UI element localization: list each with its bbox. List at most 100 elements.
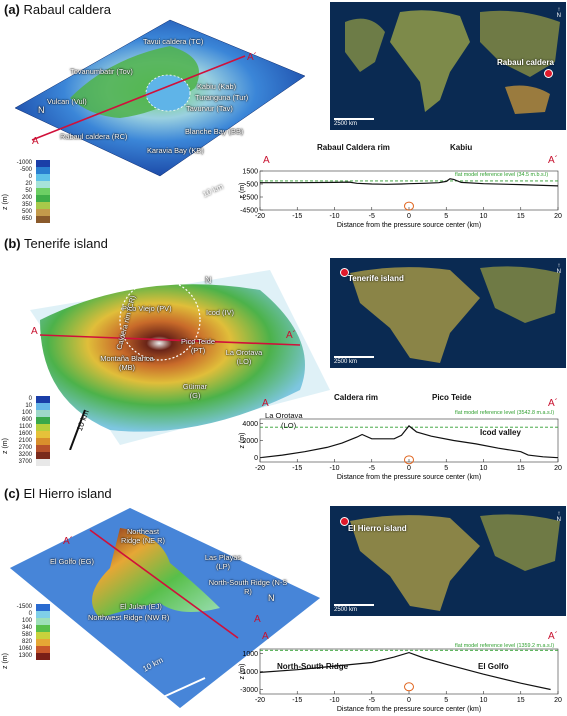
colorbar-swatch xyxy=(36,646,50,653)
profile-A-marker: A xyxy=(262,631,269,642)
terrain-north-label: N xyxy=(205,275,212,285)
terrain-label: Tavurvur (Tav) xyxy=(186,104,233,113)
x-tick-label: 15 xyxy=(517,465,525,472)
colorbar-swatch xyxy=(36,632,50,639)
colorbar-tick-label: 0 xyxy=(28,611,32,617)
panel-c-colorbar: -1500 0 100 340 580 820 1060 1300 xyxy=(17,604,50,660)
colorbar-swatch xyxy=(36,604,50,611)
panel-c-profile-chart: 1000 -1000 -3000 z (m) -20 -15 -10 -5 0 5 10 15 20 Di… xyxy=(239,648,562,713)
panel-a-A-prime-marker: A´ xyxy=(247,52,257,63)
colorbar-swatch xyxy=(36,618,50,625)
y-tick-label: 0 xyxy=(254,455,258,462)
colorbar-swatch xyxy=(36,459,50,466)
profile-reference-label: flat model reference level (1359.2 m.a.s… xyxy=(455,643,555,649)
map-north-arrow: ↑ N xyxy=(556,263,561,275)
x-tick-label: -20 xyxy=(255,697,265,704)
x-tick-label: 20 xyxy=(554,213,562,220)
colorbar-tick-label: 2100 xyxy=(18,438,32,444)
colorbar-swatch xyxy=(36,410,50,417)
x-tick-label: 5 xyxy=(444,697,448,704)
profile-label: Caldera rim xyxy=(334,393,379,402)
x-axis-label: Distance from the pressure source center… xyxy=(337,706,481,713)
x-tick-label: -20 xyxy=(255,213,265,220)
panel-b-terrain-model xyxy=(30,270,330,450)
profile-reference-label: flat model reference level (34.5 m.b.s.l… xyxy=(455,172,549,178)
profile-line xyxy=(259,425,559,459)
colorbar-tick-label: 2700 xyxy=(18,445,32,451)
profile-A-prime-marker: A´ xyxy=(548,398,558,409)
map-scale-bar: 2500 km xyxy=(334,118,374,127)
terrain-label: Icod (IV) xyxy=(206,308,234,317)
profile-label: La Orotava xyxy=(265,411,303,420)
colorbar-swatch xyxy=(36,639,50,646)
panel-a-terrain-model xyxy=(14,19,306,177)
x-tick-label: 5 xyxy=(444,213,448,220)
x-tick-label: -10 xyxy=(329,465,339,472)
x-tick-label: 5 xyxy=(444,465,448,472)
map-scale-bar: 2500 km xyxy=(334,604,374,613)
colorbar-tick-label: -500 xyxy=(19,167,32,173)
terrain-label: Karavia Bay (KB) xyxy=(147,146,204,155)
panel-b-colorbar: 0 10 100 600 1100 1600 2100 2700 3200 3700 xyxy=(19,396,50,466)
colorbar-tick-label: 500 xyxy=(21,209,32,215)
colorbar-tick-label: 0 xyxy=(28,396,32,402)
x-tick-label: 0 xyxy=(407,697,411,704)
colorbar-swatch xyxy=(36,396,50,403)
terrain-label: El Golfo (EG) xyxy=(50,557,94,566)
terrain-label: Blanche Bay (BB) xyxy=(185,127,244,136)
colorbar-tick-label: 100 xyxy=(21,410,32,416)
x-tick-label: -5 xyxy=(369,213,375,220)
terrain-label: Rabaul caldera (RC) xyxy=(60,132,128,141)
x-tick-label: 0 xyxy=(407,213,411,220)
x-axis-label: Distance from the pressure source center… xyxy=(337,222,481,229)
panel-b-title: (b) Tenerife island xyxy=(4,236,108,251)
map-location-label: El Hierro island xyxy=(348,524,407,533)
colorbar-tick-label: 1100 xyxy=(19,424,32,430)
pressure-source-marker xyxy=(404,455,414,465)
colorbar-tick-label: 0 xyxy=(28,174,32,180)
terrain-label: Vulcan (Vul) xyxy=(47,97,87,106)
pressure-source-marker xyxy=(404,682,414,692)
colorbar-swatch xyxy=(36,625,50,632)
plot-frame xyxy=(259,170,559,211)
panel-c-A-marker: A xyxy=(254,614,261,625)
panel-c-title: (c) El Hierro island xyxy=(4,486,112,501)
y-tick-label: -1000 xyxy=(240,669,258,676)
colorbar-tick-label: 1060 xyxy=(18,646,32,652)
x-tick-label: 20 xyxy=(554,465,562,472)
y-tick-label: -2500 xyxy=(240,195,258,202)
x-tick-label: 20 xyxy=(554,697,562,704)
panel-a-location-map: Rabaul caldera ↑ N 2500 km xyxy=(330,2,566,130)
panel-c: (c) El Hierro island A´ A Northeast Ridg… xyxy=(0,484,567,716)
terrain-label: El Julan (EJ) xyxy=(120,602,162,611)
panel-a: (a) Rabaul caldera A A´ Tavui caldera (T… xyxy=(0,0,567,232)
terrain-label: Güimar (G) xyxy=(182,382,208,400)
map-location-dot xyxy=(340,517,349,526)
colorbar-tick-label: -1500 xyxy=(16,604,32,610)
x-tick-label: 10 xyxy=(480,465,488,472)
terrain-label: Tovanumbatir (Tov) xyxy=(70,67,133,76)
colorbar-swatch xyxy=(36,195,50,202)
colorbar-swatch xyxy=(36,174,50,181)
terrain-north-label: N xyxy=(38,105,45,115)
colorbar-swatch xyxy=(36,216,50,223)
colorbar-swatch xyxy=(36,188,50,195)
panel-b-A-marker: A xyxy=(31,326,38,337)
terrain-scale-label: 10 km xyxy=(201,181,225,200)
x-tick-label: -15 xyxy=(292,465,302,472)
y-tick-label: -4500 xyxy=(240,208,258,215)
panel-a-title: (a) Rabaul caldera xyxy=(4,2,111,17)
profile-label: Kabiu xyxy=(450,143,473,152)
x-tick-label: 10 xyxy=(480,697,488,704)
profile-label: Icod valley xyxy=(480,428,521,437)
colorbar-swatch xyxy=(36,424,50,431)
colorbar-swatch xyxy=(36,202,50,209)
y-tick-label: 4000 xyxy=(242,421,258,428)
profile-A-marker: A xyxy=(263,155,270,166)
x-tick-label: -15 xyxy=(292,697,302,704)
y-axis-label: z (m) xyxy=(239,183,246,199)
y-tick-label: 1000 xyxy=(242,651,258,658)
x-tick-label: -10 xyxy=(329,697,339,704)
colorbar-tick-label: 1600 xyxy=(18,431,32,437)
x-tick-label: -5 xyxy=(369,465,375,472)
